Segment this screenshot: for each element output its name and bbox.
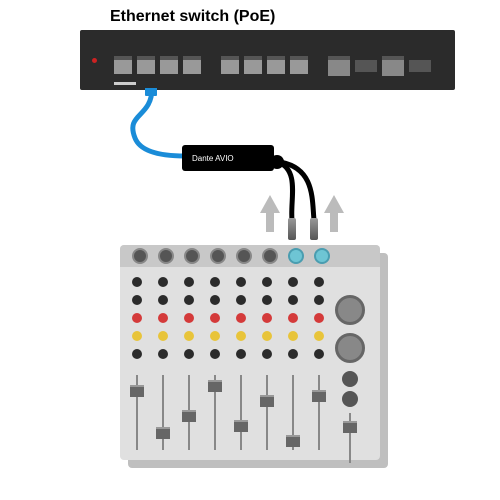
input-jack	[314, 248, 330, 264]
knob	[314, 277, 324, 287]
knob	[288, 331, 298, 341]
channel-fader	[314, 375, 324, 450]
knob	[184, 313, 194, 323]
knob	[236, 277, 246, 287]
knob	[262, 349, 272, 359]
sfp-slot	[409, 60, 431, 72]
channel-fader	[132, 375, 142, 450]
switch-title: Ethernet switch (PoE)	[110, 8, 275, 26]
knob	[158, 295, 168, 305]
switch-indicator-bar	[114, 82, 136, 85]
knob	[262, 313, 272, 323]
knob-row	[132, 295, 324, 305]
knob	[184, 295, 194, 305]
arrow-up-icon	[260, 195, 280, 213]
knob	[236, 331, 246, 341]
audio-jack-2	[310, 218, 318, 240]
knob	[210, 331, 220, 341]
knob	[184, 277, 194, 287]
channel-fader	[236, 375, 246, 450]
channel-fader	[288, 375, 298, 450]
mixer-input-strip	[120, 245, 380, 267]
knob	[210, 349, 220, 359]
uplink-port	[382, 56, 404, 76]
input-jack	[184, 248, 200, 264]
knob	[132, 313, 142, 323]
knob	[210, 277, 220, 287]
input-jack	[236, 248, 252, 264]
master-section	[330, 295, 370, 445]
knob	[132, 349, 142, 359]
channel-fader	[210, 375, 220, 450]
sfp-slot	[355, 60, 377, 72]
ethernet-switch: Ethernet switch (PoE)	[80, 30, 455, 90]
input-jack	[288, 248, 304, 264]
knob	[288, 295, 298, 305]
knob-row	[132, 313, 324, 323]
channel-fader	[158, 375, 168, 450]
rj45-port	[221, 56, 239, 74]
knob	[314, 295, 324, 305]
audio-mixer	[120, 245, 380, 460]
channel-fader	[184, 375, 194, 450]
port-row	[114, 56, 431, 76]
knob	[288, 277, 298, 287]
rj45-port	[244, 56, 262, 74]
knob-row	[132, 349, 324, 359]
power-led	[92, 58, 97, 63]
knob	[262, 277, 272, 287]
input-jack	[132, 248, 148, 264]
avio-label: Dante AVIO	[192, 154, 234, 163]
uplink-port	[328, 56, 350, 76]
rj45-port	[290, 56, 308, 74]
rj45-port	[160, 56, 178, 74]
rj45-port	[183, 56, 201, 74]
rj45-port	[137, 56, 155, 74]
knob	[158, 331, 168, 341]
knob	[132, 331, 142, 341]
channel-fader	[262, 375, 272, 450]
input-jack	[262, 248, 278, 264]
knob	[314, 349, 324, 359]
knob	[288, 313, 298, 323]
knob	[262, 295, 272, 305]
knob	[158, 349, 168, 359]
knob	[184, 349, 194, 359]
knob	[262, 331, 272, 341]
fader-area	[132, 375, 324, 450]
knob-row	[132, 331, 324, 341]
knob	[314, 313, 324, 323]
arrow-stem	[266, 212, 274, 232]
knob	[210, 295, 220, 305]
knob	[236, 313, 246, 323]
knob	[236, 349, 246, 359]
knob	[288, 349, 298, 359]
knob	[236, 295, 246, 305]
knob	[314, 331, 324, 341]
input-jack	[158, 248, 174, 264]
knob	[210, 313, 220, 323]
arrow-up-icon	[324, 195, 344, 213]
knob	[184, 331, 194, 341]
rj45-port	[267, 56, 285, 74]
knob	[132, 277, 142, 287]
rj45-port	[114, 56, 132, 74]
dante-avio-adapter: Dante AVIO	[182, 145, 274, 171]
audio-jack-1	[288, 218, 296, 240]
knob	[158, 277, 168, 287]
arrow-stem	[330, 212, 338, 232]
knob	[158, 313, 168, 323]
knob	[132, 295, 142, 305]
knob-row	[132, 277, 324, 287]
input-jack	[210, 248, 226, 264]
